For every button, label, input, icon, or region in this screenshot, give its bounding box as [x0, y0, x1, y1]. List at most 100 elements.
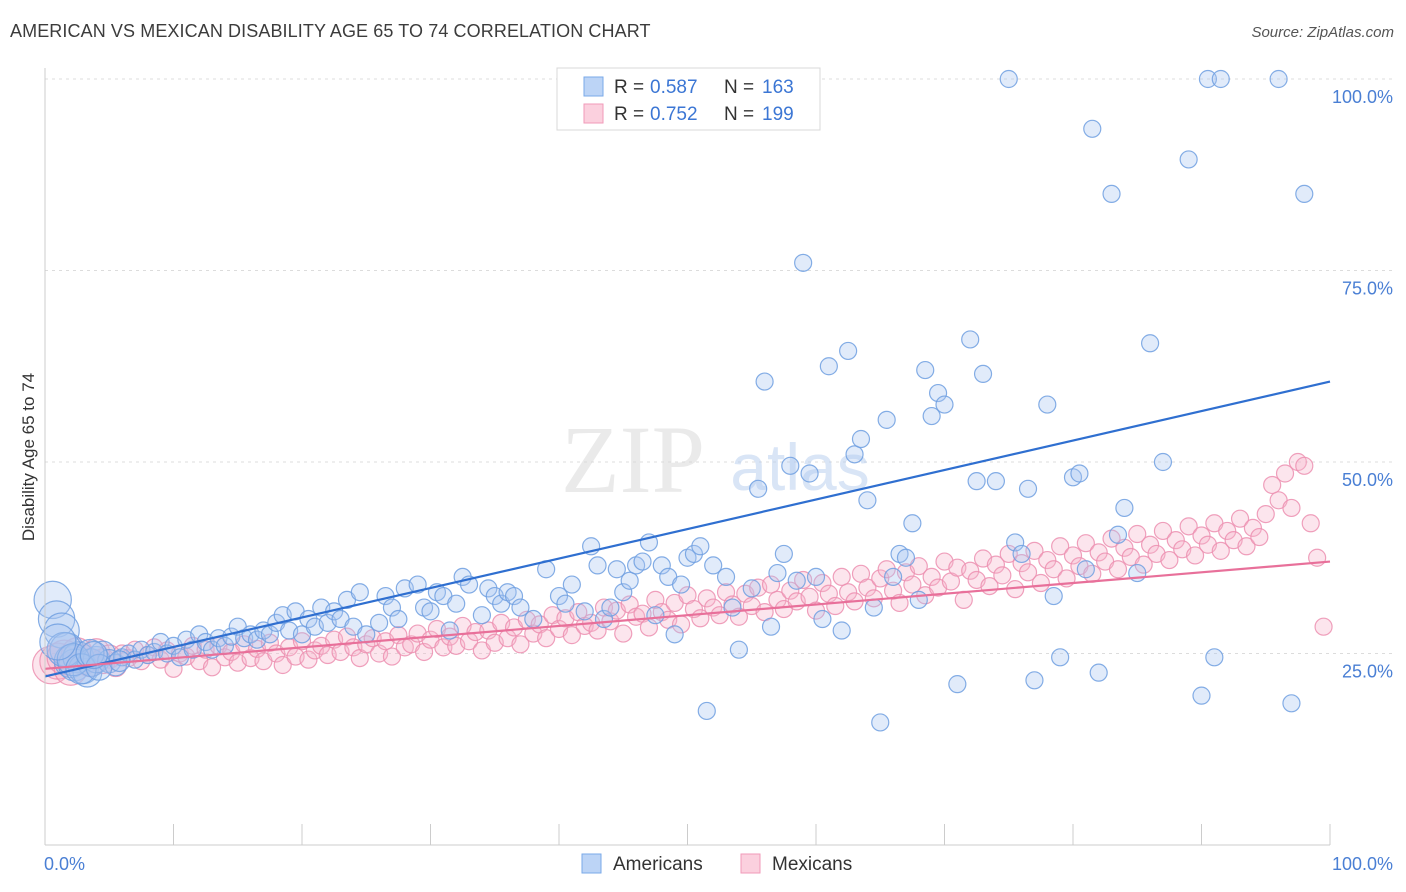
mexicans-point-171	[1140, 535, 1160, 554]
legend-bottom-swatch-mexicans	[740, 853, 761, 874]
americans-point-51	[350, 583, 369, 602]
americans-point-140	[1012, 544, 1031, 564]
americans-point-117	[839, 341, 858, 361]
y-tick-label-2: 75.0%	[1342, 279, 1393, 299]
americans-point-94	[671, 575, 691, 594]
chart-title: AMERICAN VS MEXICAN DISABILITY AGE 65 TO…	[10, 21, 651, 41]
americans-point-156	[1153, 452, 1173, 472]
mexicans-point-169	[1128, 524, 1147, 544]
americans-point-152	[1108, 525, 1128, 544]
mexicans-point-134	[903, 575, 922, 594]
y-tick-labels: 25.0% 50.0% 75.0% 100.0%	[1332, 87, 1393, 682]
americans-point-164	[1295, 184, 1314, 203]
americans-point-151	[1102, 184, 1121, 203]
americans-point-112	[800, 464, 819, 483]
americans-point-60	[421, 602, 440, 621]
americans-point-102	[729, 640, 749, 659]
mexicans-point-174	[1160, 550, 1179, 570]
mexicans-point-77	[537, 629, 556, 648]
mexicans-point-193	[1282, 498, 1301, 518]
americans-point-55	[382, 598, 402, 617]
legend-r-label-americans: R =	[614, 77, 644, 98]
americans-point-108	[774, 544, 793, 564]
americans-point-56	[389, 609, 408, 629]
mexicans-point-81	[562, 626, 581, 645]
mexicans-point-122	[826, 596, 845, 616]
y-tick-label-0: 25.0%	[1342, 662, 1393, 682]
mexicans-point-155	[1038, 550, 1057, 570]
americans-point-138	[999, 69, 1018, 89]
mexicans-point-166	[1108, 560, 1128, 579]
trend-lines	[44, 380, 1331, 678]
americans-point-135	[967, 472, 986, 491]
americans-point-103	[742, 579, 761, 598]
americans-point-115	[819, 357, 838, 376]
mexicans-point-190	[1263, 475, 1282, 495]
series-legend: Americans Mexicans	[581, 853, 852, 875]
americans-point-98	[697, 701, 716, 721]
americans-point-123	[877, 410, 896, 429]
legend-n-value-americans: 163	[762, 77, 794, 98]
americans-point-142	[1025, 671, 1044, 690]
legend-n-value-mexicans: 199	[762, 104, 794, 125]
americans-point-161	[1211, 69, 1230, 89]
mexicans-point-152	[1018, 563, 1038, 582]
americans-point-100	[716, 567, 736, 587]
americans-point-144	[1044, 586, 1063, 606]
stats-legend: R = 0.587 N = 163 R = 0.752 N = 199	[556, 67, 821, 131]
americans-point-105	[755, 372, 774, 391]
mexicans-point-195	[1295, 456, 1314, 475]
americans-point-162	[1269, 69, 1288, 89]
americans-point-132	[935, 395, 954, 414]
americans-point-127	[903, 514, 922, 533]
mexicans-point-182	[1211, 541, 1230, 560]
mexicans-point-185	[1230, 509, 1250, 528]
americans-points	[33, 69, 1314, 732]
americans-point-90	[646, 606, 665, 625]
americans-point-88	[633, 552, 652, 571]
americans-point-129	[916, 360, 935, 380]
americans-point-72	[504, 586, 524, 606]
americans-point-149	[1083, 119, 1102, 138]
americans-point-147	[1070, 464, 1089, 483]
americans-point-78	[562, 575, 581, 594]
mexicans-point-177	[1179, 517, 1198, 536]
americans-point-126	[896, 548, 916, 567]
americans-point-113	[806, 567, 826, 587]
americans-point-109	[781, 456, 800, 475]
americans-point-116	[832, 621, 851, 640]
americans-point-81	[588, 556, 607, 575]
americans-point-53	[370, 613, 389, 632]
mexicans-point-89	[614, 624, 633, 643]
americans-point-99	[704, 556, 723, 575]
americans-point-114	[813, 609, 832, 629]
mexicans-point-147	[986, 555, 1006, 574]
americans-point-107	[768, 563, 787, 583]
americans-point-74	[524, 609, 543, 629]
americans-point-155	[1140, 334, 1160, 353]
americans-point-91	[652, 556, 671, 575]
mexicans-point-46	[337, 627, 357, 646]
americans-point-159	[1198, 69, 1218, 89]
mexicans-point-137	[922, 567, 941, 587]
americans-point-139	[1006, 533, 1025, 552]
americans-point-158	[1192, 686, 1211, 705]
mexicans-point-159	[1063, 546, 1083, 565]
americans-point-106	[761, 617, 781, 636]
mexicans-point-143	[961, 561, 980, 580]
mexicans-point-40	[299, 650, 318, 669]
legend-bottom-label-americans: Americans	[613, 854, 703, 875]
y-tick-label-1: 50.0%	[1342, 470, 1393, 490]
mexicans-point-192	[1275, 464, 1295, 483]
legend-n-label-americans: N =	[724, 77, 754, 98]
americans-point-97	[691, 537, 710, 556]
americans-point-124	[883, 567, 903, 587]
americans-point-111	[794, 253, 813, 272]
americans-point-73	[511, 598, 530, 617]
mexicans-point-107	[729, 607, 749, 626]
americans-point-136	[973, 364, 993, 384]
americans-point-157	[1179, 150, 1198, 169]
mexicans-point-127	[858, 578, 877, 597]
americans-point-121	[864, 598, 883, 617]
mexicans-point-25	[202, 658, 222, 677]
